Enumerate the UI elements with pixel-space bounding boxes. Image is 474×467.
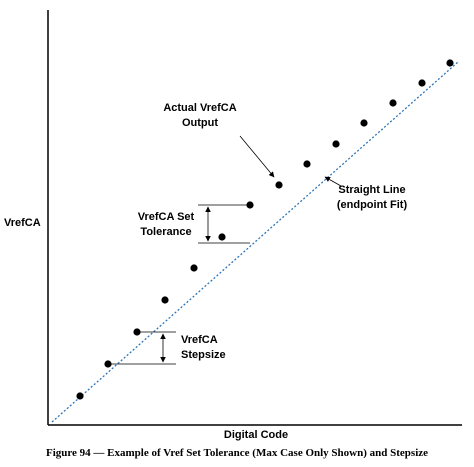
arrow xyxy=(324,176,342,187)
annotation-line: Tolerance xyxy=(140,226,191,238)
axes xyxy=(47,10,462,426)
annotation-line: VrefCA xyxy=(181,334,218,346)
x-axis-label: Digital Code xyxy=(224,429,288,441)
point xyxy=(218,233,226,241)
data-points xyxy=(76,59,454,400)
annotation-line: VrefCA Set xyxy=(138,211,195,223)
point xyxy=(161,296,169,304)
annotation-line: Straight Line xyxy=(338,184,405,196)
annotation-line: Stepsize xyxy=(181,349,226,361)
arrow xyxy=(239,135,275,178)
point xyxy=(332,140,340,148)
point xyxy=(190,264,198,272)
point xyxy=(246,201,254,209)
point xyxy=(360,119,368,127)
caption: Figure 94 — Example of Vref Set Toleranc… xyxy=(46,447,428,459)
point xyxy=(446,59,454,67)
point xyxy=(303,160,311,168)
annotation-line: (endpoint Fit) xyxy=(337,199,408,211)
y-axis-label: VrefCA xyxy=(4,217,41,229)
annotation-line: Actual VrefCA xyxy=(163,102,236,114)
point xyxy=(389,99,397,107)
point xyxy=(76,392,84,400)
annotation-line: Output xyxy=(182,117,218,129)
endpoint-fit-line xyxy=(51,61,459,423)
point xyxy=(275,181,283,189)
point xyxy=(418,79,426,87)
